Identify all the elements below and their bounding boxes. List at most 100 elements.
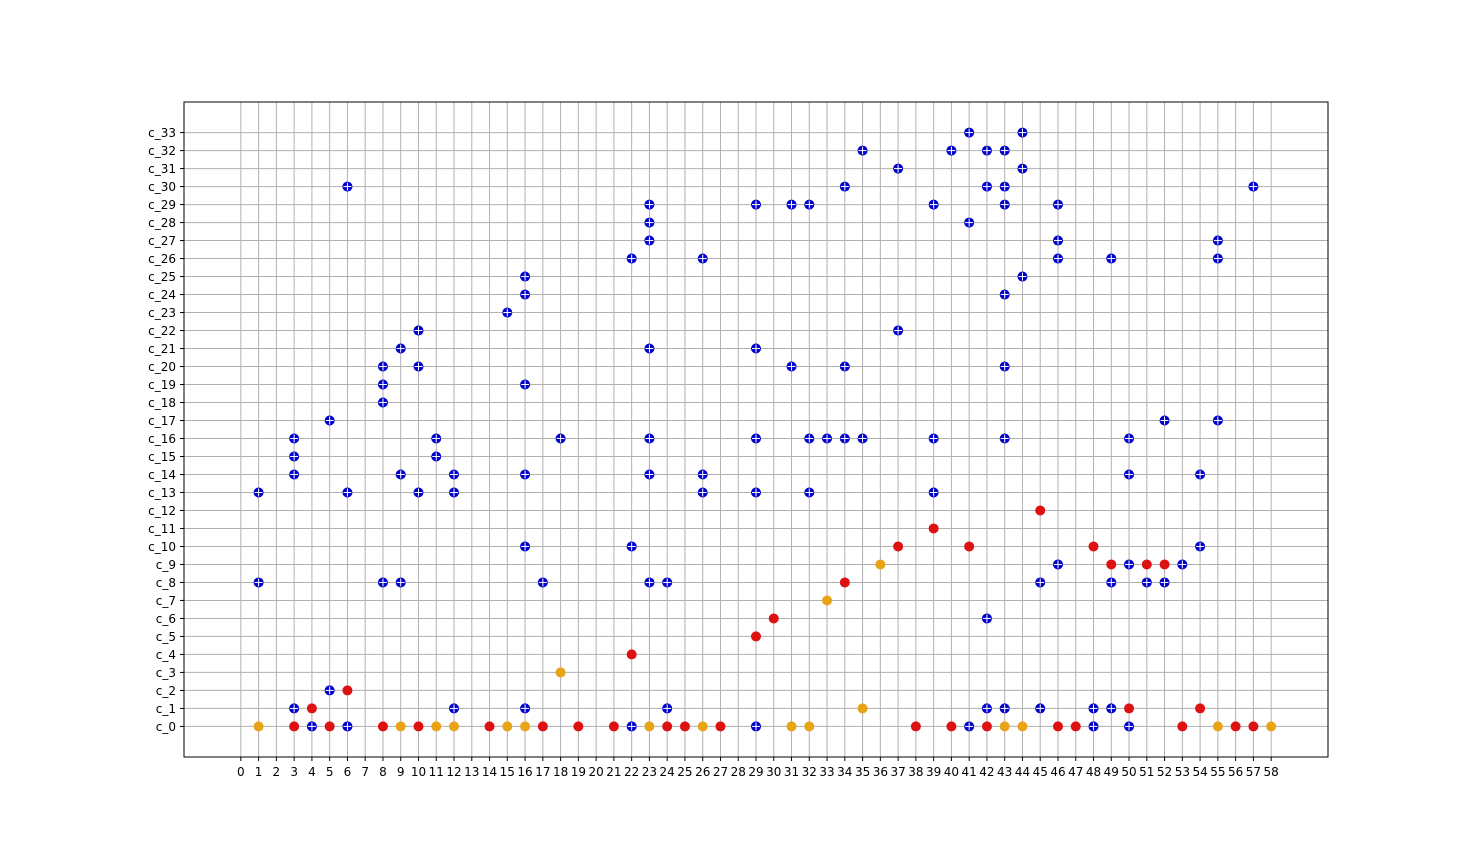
y-tick-label: c_16 xyxy=(148,432,176,446)
x-tick-label: 10 xyxy=(411,765,426,779)
x-tick-label: 17 xyxy=(535,765,550,779)
x-tick-label: 4 xyxy=(308,765,316,779)
data-point xyxy=(697,721,708,732)
x-tick-label: 30 xyxy=(766,765,781,779)
x-tick-label: 49 xyxy=(1104,765,1119,779)
x-axis-ticks: 0 1 2 3 4 5 6 7 8 9 10 11 12 13 14 15 16 17 18 19 20 21 22 23 24… xyxy=(237,757,1279,779)
y-tick-label: c_0 xyxy=(156,720,176,734)
x-tick-label: 56 xyxy=(1228,765,1243,779)
y-tick-label: c_19 xyxy=(148,378,176,392)
x-tick-label: 9 xyxy=(397,765,405,779)
y-axis-ticks: c_0 c_1 c_2 c_3 c_4 c_5 c_6 c_7 c_8 c_9 c_10 c_11 c_… xyxy=(148,126,184,734)
x-tick-label: 26 xyxy=(695,765,710,779)
y-tick-label: c_5 xyxy=(156,630,176,644)
x-tick-label: 41 xyxy=(962,765,977,779)
x-tick-label: 21 xyxy=(606,765,621,779)
x-tick-label: 28 xyxy=(731,765,746,779)
x-tick-label: 54 xyxy=(1192,765,1207,779)
x-tick-label: 50 xyxy=(1121,765,1136,779)
x-tick-label: 5 xyxy=(326,765,334,779)
x-tick-label: 47 xyxy=(1068,765,1083,779)
data-point xyxy=(822,595,833,606)
x-tick-label: 23 xyxy=(642,765,657,779)
x-tick-label: 32 xyxy=(802,765,817,779)
x-tick-label: 35 xyxy=(855,765,870,779)
y-tick-label: c_3 xyxy=(156,666,176,680)
y-tick-label: c_6 xyxy=(156,612,176,626)
data-point xyxy=(1159,559,1170,570)
x-tick-label: 20 xyxy=(588,765,603,779)
x-tick-label: 15 xyxy=(500,765,515,779)
x-tick-label: 33 xyxy=(819,765,834,779)
y-tick-label: c_32 xyxy=(148,144,176,158)
x-tick-label: 53 xyxy=(1175,765,1190,779)
data-point xyxy=(555,667,566,678)
data-point xyxy=(1106,559,1117,570)
data-point xyxy=(253,721,264,732)
y-tick-label: c_12 xyxy=(148,504,176,518)
y-tick-label: c_11 xyxy=(148,522,176,536)
x-tick-label: 36 xyxy=(873,765,888,779)
data-point xyxy=(786,721,797,732)
x-tick-label: 25 xyxy=(677,765,692,779)
y-tick-label: c_9 xyxy=(156,558,176,572)
data-point xyxy=(413,721,424,732)
y-tick-label: c_33 xyxy=(148,126,176,140)
data-point xyxy=(1088,541,1099,552)
data-points xyxy=(253,127,1277,732)
data-point xyxy=(608,721,619,732)
data-point xyxy=(1141,559,1152,570)
x-tick-label: 6 xyxy=(344,765,352,779)
data-point xyxy=(1017,721,1028,732)
y-tick-label: c_15 xyxy=(148,450,176,464)
data-point xyxy=(431,721,442,732)
x-tick-label: 14 xyxy=(482,765,497,779)
x-tick-label: 44 xyxy=(1015,765,1030,779)
x-tick-label: 52 xyxy=(1157,765,1172,779)
y-tick-label: c_31 xyxy=(148,162,176,176)
y-tick-label: c_21 xyxy=(148,342,176,356)
data-point xyxy=(893,541,904,552)
y-tick-label: c_14 xyxy=(148,468,176,482)
data-point xyxy=(1212,721,1223,732)
y-tick-label: c_24 xyxy=(148,288,176,302)
x-tick-label: 40 xyxy=(944,765,959,779)
data-point xyxy=(857,703,868,714)
y-tick-label: c_22 xyxy=(148,324,176,338)
data-point xyxy=(839,577,850,588)
x-tick-label: 57 xyxy=(1246,765,1261,779)
data-point xyxy=(537,721,548,732)
data-point xyxy=(715,721,726,732)
data-point xyxy=(928,523,939,534)
y-tick-label: c_25 xyxy=(148,270,176,284)
data-point xyxy=(520,721,531,732)
data-point xyxy=(449,721,460,732)
x-tick-label: 18 xyxy=(553,765,568,779)
x-tick-label: 19 xyxy=(571,765,586,779)
x-tick-label: 37 xyxy=(890,765,905,779)
data-point xyxy=(662,721,673,732)
data-point xyxy=(946,721,957,732)
x-tick-label: 48 xyxy=(1086,765,1101,779)
data-point xyxy=(395,721,406,732)
data-point xyxy=(626,649,637,660)
data-point xyxy=(804,721,815,732)
y-tick-label: c_17 xyxy=(148,414,176,428)
x-tick-label: 1 xyxy=(255,765,263,779)
data-point xyxy=(289,721,300,732)
data-point xyxy=(679,721,690,732)
x-tick-label: 8 xyxy=(379,765,387,779)
data-point xyxy=(1230,721,1241,732)
x-tick-label: 0 xyxy=(237,765,245,779)
data-point xyxy=(306,703,317,714)
x-tick-label: 11 xyxy=(429,765,444,779)
y-tick-label: c_20 xyxy=(148,360,176,374)
x-tick-label: 29 xyxy=(748,765,763,779)
data-point xyxy=(1052,721,1063,732)
data-point xyxy=(573,721,584,732)
data-point xyxy=(1070,721,1081,732)
y-tick-label: c_1 xyxy=(156,702,176,716)
x-tick-label: 51 xyxy=(1139,765,1154,779)
x-tick-label: 42 xyxy=(979,765,994,779)
x-tick-label: 12 xyxy=(446,765,461,779)
